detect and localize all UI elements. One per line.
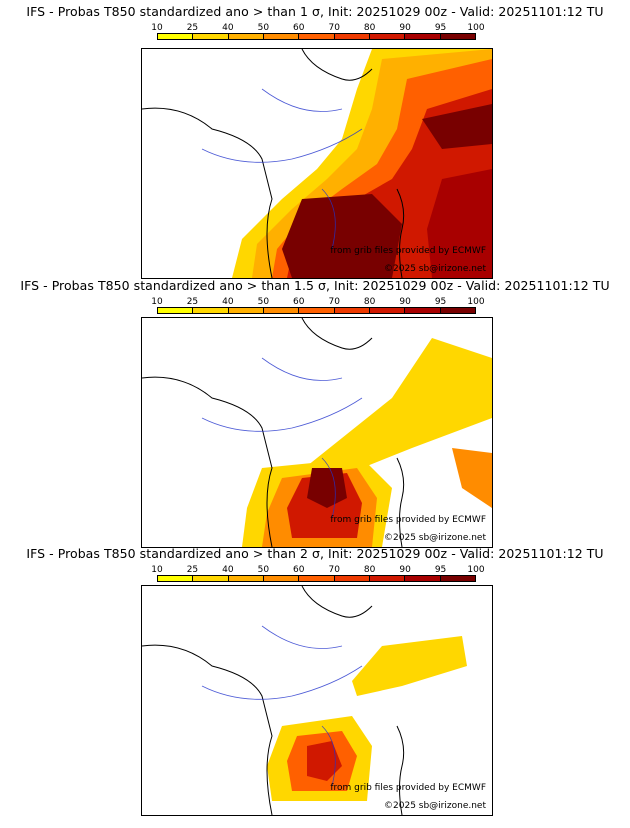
coastlines <box>142 586 405 815</box>
colorbar-legend: 10 25 40 50 60 70 80 90 95 100 <box>151 297 485 314</box>
colorbar-cell <box>263 576 300 581</box>
colorbar-tick-label: 100 <box>467 297 485 307</box>
colorbar-cell <box>369 576 406 581</box>
colorbar-tick-label: 95 <box>434 565 447 575</box>
colorbar-tick-label: 100 <box>467 565 485 575</box>
colorbar-ticks: 10 25 40 50 60 70 80 90 95 100 <box>151 23 484 33</box>
colorbar-tick-label: 40 <box>222 23 234 33</box>
colorbar-cell <box>228 576 264 581</box>
source-credit: from grib files provided by ECMWF <box>330 246 486 256</box>
source-credit: from grib files provided by ECMWF <box>330 515 486 525</box>
probability-shading <box>242 338 492 547</box>
colorbar-cell <box>228 308 264 313</box>
colorbar-tick-label: 100 <box>467 23 485 33</box>
panel-title: IFS - Probas T850 standardized ano > tha… <box>26 546 604 561</box>
colorbar <box>157 33 476 40</box>
rivers <box>201 88 363 250</box>
source-credit: from grib files provided by ECMWF <box>330 783 486 793</box>
colorbar-tick-label: 90 <box>399 297 411 307</box>
colorbar-tick-label: 10 <box>151 565 163 575</box>
colorbar-tick-label: 90 <box>399 565 411 575</box>
colorbar-tick-label: 10 <box>151 23 163 33</box>
copyright-credit: ©2025 sb@irizone.net <box>384 801 486 811</box>
colorbar-tick-label: 25 <box>186 297 199 307</box>
colorbar-cell <box>440 34 475 39</box>
colorbar-tick-label: 70 <box>328 23 340 33</box>
colorbar-cell <box>299 308 335 313</box>
colorbar-cell <box>334 34 370 39</box>
colorbar-cell <box>158 308 194 313</box>
colorbar-legend: 10 25 40 50 60 70 80 90 95 100 <box>151 565 485 582</box>
colorbar-tick-label: 95 <box>434 297 447 307</box>
colorbar-cell <box>193 576 229 581</box>
colorbar-cell <box>228 34 264 39</box>
colorbar-cell <box>334 308 370 313</box>
colorbar-tick-label: 95 <box>434 23 447 33</box>
rivers <box>201 357 363 519</box>
colorbar-cell <box>440 308 475 313</box>
copyright-credit: ©2025 sb@irizone.net <box>384 533 486 543</box>
colorbar-tick-label: 60 <box>293 23 305 33</box>
colorbar-cell <box>405 576 441 581</box>
colorbar-cell <box>193 308 229 313</box>
colorbar-cell <box>299 576 335 581</box>
colorbar-cell <box>158 576 194 581</box>
colorbar-cell <box>193 34 229 39</box>
colorbar-ticks: 10 25 40 50 60 70 80 90 95 100 <box>151 565 484 575</box>
colorbar-tick-label: 70 <box>328 297 340 307</box>
probability-map-2sigma: from grib files provided by ECMWF ©2025 … <box>141 585 493 816</box>
copyright-credit: ©2025 sb@irizone.net <box>384 264 486 274</box>
colorbar-tick-label: 60 <box>293 565 305 575</box>
colorbar-tick-label: 50 <box>257 297 270 307</box>
colorbar-cell <box>158 34 194 39</box>
probability-shading <box>267 636 467 801</box>
colorbar-tick-label: 50 <box>257 565 270 575</box>
probability-map-1-5sigma: from grib files provided by ECMWF ©2025 … <box>141 317 493 548</box>
colorbar-tick-label: 50 <box>257 23 270 33</box>
colorbar-cell <box>334 576 370 581</box>
colorbar-tick-label: 90 <box>399 23 411 33</box>
colorbar-cell <box>440 576 475 581</box>
colorbar <box>157 307 476 314</box>
colorbar-tick-label: 40 <box>222 297 234 307</box>
rivers <box>201 625 363 787</box>
colorbar-tick-label: 80 <box>363 23 376 33</box>
colorbar-cell <box>263 34 300 39</box>
colorbar-cell <box>369 308 406 313</box>
colorbar-tick-label: 25 <box>186 565 199 575</box>
colorbar-cell <box>263 308 300 313</box>
colorbar-legend: 10 25 40 50 60 70 80 90 95 100 <box>151 23 485 40</box>
colorbar <box>157 575 476 582</box>
coastlines <box>142 318 405 547</box>
colorbar-cell <box>405 34 441 39</box>
panel-title: IFS - Probas T850 standardized ano > tha… <box>26 4 604 19</box>
colorbar-cell <box>405 308 441 313</box>
colorbar-tick-label: 10 <box>151 297 163 307</box>
colorbar-tick-label: 60 <box>293 297 305 307</box>
colorbar-cell <box>369 34 406 39</box>
colorbar-tick-label: 70 <box>328 565 340 575</box>
colorbar-tick-label: 25 <box>186 23 199 33</box>
probability-map-1sigma: from grib files provided by ECMWF ©2025 … <box>141 48 493 279</box>
panel-title: IFS - Probas T850 standardized ano > tha… <box>20 278 610 293</box>
colorbar-ticks: 10 25 40 50 60 70 80 90 95 100 <box>151 297 484 307</box>
colorbar-tick-label: 80 <box>363 297 376 307</box>
colorbar-cell <box>299 34 335 39</box>
coastlines <box>142 49 405 278</box>
colorbar-tick-label: 80 <box>363 565 376 575</box>
probability-shading <box>232 49 492 278</box>
colorbar-tick-label: 40 <box>222 565 234 575</box>
